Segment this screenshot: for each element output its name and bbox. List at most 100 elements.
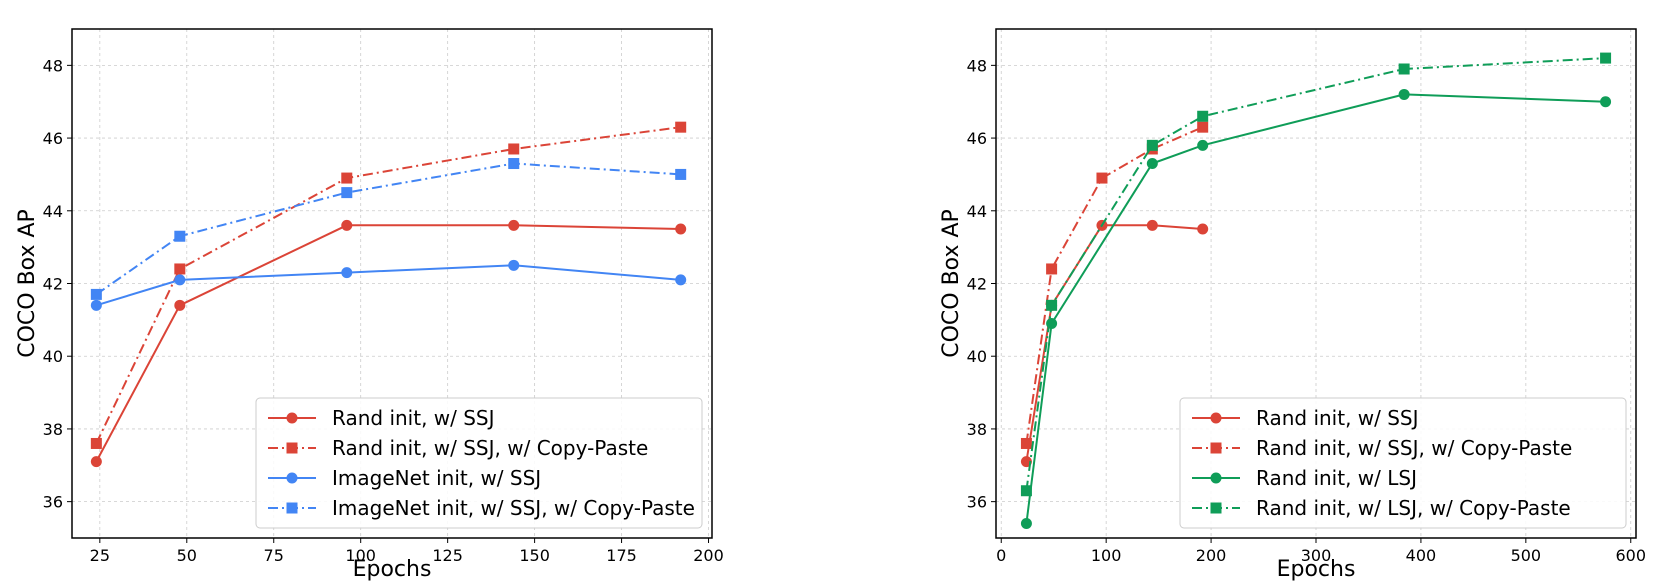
series-rand-init-w-ssj: [90, 219, 687, 468]
legend-label: Rand init, w/ LSJ, w/ Copy-Paste: [1256, 496, 1571, 520]
legend-label: Rand init, w/ SSJ, w/ Copy-Paste: [332, 436, 648, 460]
data-point-circle: [341, 219, 353, 231]
data-point-square: [1020, 485, 1032, 497]
data-point-square: [508, 143, 520, 155]
series-line: [1025, 126, 1204, 444]
x-tick-label: 500: [1511, 546, 1542, 565]
data-point-square: [1600, 52, 1612, 64]
data-point-circle: [675, 223, 687, 235]
legend-label: Rand init, w/ LSJ: [1256, 466, 1417, 490]
legend-item: Rand init, w/ SSJ: [268, 406, 495, 430]
data-point-square: [508, 158, 520, 170]
legend-item: Rand init, w/ SSJ: [1192, 406, 1419, 430]
y-tick-label: 46: [967, 129, 987, 148]
data-point-square: [675, 168, 687, 180]
y-tick-label: 44: [43, 202, 63, 221]
legend: Rand init, w/ SSJ Rand init, w/ SSJ, w/ C…: [255, 397, 703, 529]
legend-label: Rand init, w/ SSJ, w/ Copy-Paste: [1256, 436, 1572, 460]
data-point-circle: [90, 456, 102, 468]
right-chart: 0 100 200 300 400 500 600 36 38 40 42 44 46 48 Epochs C…: [939, 28, 1646, 582]
data-point-square: [341, 187, 353, 199]
data-point-square: [1398, 63, 1410, 75]
data-point-circle: [341, 267, 353, 279]
legend-label: ImageNet init, w/ SSJ, w/ Copy-Paste: [332, 496, 695, 520]
data-point-circle: [1146, 158, 1158, 170]
y-axis-label: COCO Box AP: [939, 209, 964, 358]
x-tick-label: 300: [1301, 546, 1332, 565]
legend-item: Rand init, w/ LSJ: [1192, 466, 1417, 490]
data-point-circle: [508, 259, 520, 271]
legend-label: Rand init, w/ SSJ: [332, 406, 495, 430]
data-point-square: [286, 442, 298, 454]
y-tick-label: 40: [43, 347, 63, 366]
legend-label: Rand init, w/ SSJ: [1256, 406, 1419, 430]
data-point-circle: [675, 274, 687, 286]
legend: Rand init, w/ SSJ Rand init, w/ SSJ, w/ C…: [1179, 397, 1627, 529]
data-point-square: [90, 288, 102, 300]
left-chart: 25 50 75 100 125 150 175 200 36 38 40 42 44 46 48 Epoch…: [15, 28, 724, 582]
data-point-circle: [1600, 96, 1612, 108]
legend-item: ImageNet init, w/ SSJ: [268, 466, 541, 490]
series-line: [1025, 93, 1606, 524]
data-point-square: [341, 172, 353, 184]
x-tick-label: 125: [432, 546, 463, 565]
x-tick-label: 175: [606, 546, 637, 565]
series-rand-init-w-lsj-w-copy-paste: [1020, 52, 1612, 497]
data-point-circle: [174, 299, 186, 311]
y-tick-label: 38: [43, 420, 63, 439]
y-tick-label: 40: [967, 347, 987, 366]
legend-item: Rand init, w/ LSJ, w/ Copy-Paste: [1192, 496, 1571, 520]
legend-item: Rand init, w/ SSJ, w/ Copy-Paste: [268, 436, 648, 460]
data-point-square: [1197, 121, 1209, 133]
y-axis-label: COCO Box AP: [15, 209, 40, 358]
y-tick-label: 42: [43, 275, 63, 294]
data-point-square: [174, 230, 186, 242]
x-tick-label: 400: [1406, 546, 1437, 565]
data-point-circle: [286, 412, 298, 424]
data-point-circle: [1398, 88, 1410, 100]
y-tick-label: 36: [967, 493, 987, 512]
x-tick-label: 200: [1196, 546, 1227, 565]
data-point-circle: [1020, 517, 1032, 529]
x-tick-label: 50: [177, 546, 197, 565]
data-point-circle: [286, 472, 298, 484]
x-tick-label: 150: [519, 546, 550, 565]
series-line: [95, 162, 681, 296]
x-tick-label: 100: [345, 546, 376, 565]
data-point-square: [1046, 299, 1058, 311]
data-point-circle: [1210, 472, 1222, 484]
data-point-square: [1210, 502, 1222, 514]
data-point-circle: [174, 274, 186, 286]
legend-label: ImageNet init, w/ SSJ: [332, 466, 541, 490]
series-imagenet-init-w-ssj: [90, 259, 687, 311]
data-point-square: [675, 121, 687, 133]
legend-box: [255, 397, 703, 529]
data-point-square: [1146, 139, 1158, 151]
x-tick-label: 100: [1091, 546, 1122, 565]
data-point-circle: [1210, 412, 1222, 424]
y-tick-label: 38: [967, 420, 987, 439]
data-point-square: [1096, 172, 1108, 184]
data-point-circle: [90, 299, 102, 311]
data-point-square: [1046, 263, 1058, 275]
data-point-square: [286, 502, 298, 514]
data-point-square: [1210, 442, 1222, 454]
legend-item: ImageNet init, w/ SSJ, w/ Copy-Paste: [268, 496, 695, 520]
y-tick-label: 46: [43, 129, 63, 148]
data-point-circle: [508, 219, 520, 231]
x-axis-label: Epochs: [353, 557, 432, 582]
x-axis-label: Epochs: [1277, 557, 1356, 582]
y-tick-label: 36: [43, 493, 63, 512]
data-point-square: [1020, 437, 1032, 449]
x-tick-label: 0: [996, 546, 1006, 565]
series-line: [1025, 57, 1606, 491]
series-rand-init-w-ssj-w-copy-paste: [90, 121, 687, 449]
x-tick-label: 600: [1615, 546, 1646, 565]
series-line: [95, 126, 681, 444]
data-point-circle: [1197, 223, 1209, 235]
y-tick-label: 42: [967, 275, 987, 294]
y-tick-label: 48: [43, 56, 63, 75]
data-point-circle: [1197, 139, 1209, 151]
series-imagenet-init-w-ssj-w-copy-paste: [90, 158, 687, 300]
